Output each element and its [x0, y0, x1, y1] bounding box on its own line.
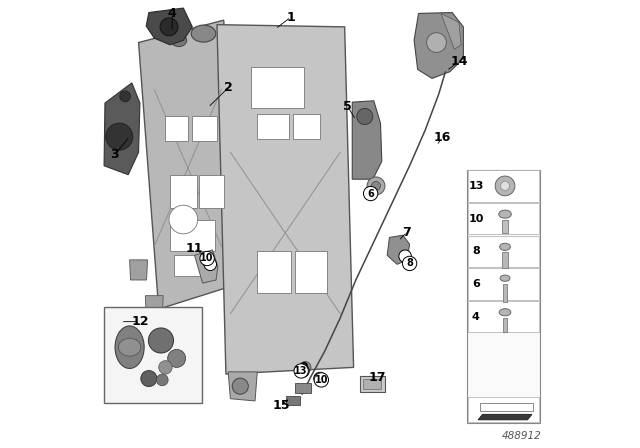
Bar	[467, 170, 540, 423]
Ellipse shape	[115, 326, 144, 368]
Bar	[502, 220, 508, 233]
Text: 8: 8	[472, 246, 480, 256]
Circle shape	[168, 349, 186, 367]
Text: 6: 6	[472, 279, 480, 289]
Bar	[468, 301, 539, 332]
Text: 10: 10	[315, 375, 328, 385]
Bar	[250, 67, 305, 108]
Ellipse shape	[191, 25, 216, 42]
Bar	[170, 175, 196, 208]
Bar	[199, 175, 224, 208]
Circle shape	[399, 250, 412, 263]
Bar	[257, 114, 289, 139]
Text: 3: 3	[111, 148, 119, 161]
Text: 4: 4	[472, 312, 480, 322]
Ellipse shape	[500, 243, 510, 250]
Text: 17: 17	[369, 371, 386, 384]
Bar	[360, 376, 385, 392]
Bar	[364, 379, 381, 389]
Bar	[174, 255, 212, 276]
Circle shape	[160, 18, 178, 36]
Circle shape	[106, 123, 132, 150]
Circle shape	[141, 370, 157, 387]
Bar	[293, 114, 320, 139]
Circle shape	[314, 372, 326, 385]
Polygon shape	[217, 25, 353, 374]
Text: 12: 12	[131, 315, 148, 328]
Circle shape	[200, 251, 214, 266]
Bar	[468, 203, 539, 234]
Ellipse shape	[499, 309, 511, 316]
Polygon shape	[352, 101, 382, 179]
Bar	[287, 396, 300, 405]
Bar	[192, 116, 217, 141]
Bar	[468, 268, 539, 300]
Bar	[502, 252, 508, 268]
Circle shape	[427, 33, 446, 52]
Text: 7: 7	[403, 225, 412, 239]
Circle shape	[120, 91, 131, 102]
Circle shape	[495, 176, 515, 196]
Circle shape	[294, 364, 308, 378]
Polygon shape	[138, 20, 244, 309]
Polygon shape	[414, 13, 463, 78]
Text: 14: 14	[450, 55, 468, 69]
Circle shape	[364, 186, 378, 201]
Bar	[170, 220, 214, 251]
Circle shape	[371, 181, 380, 190]
Circle shape	[367, 177, 385, 195]
Circle shape	[156, 374, 168, 386]
Polygon shape	[104, 83, 140, 175]
Bar	[104, 307, 202, 403]
Ellipse shape	[499, 210, 511, 218]
Polygon shape	[478, 414, 532, 420]
Text: 6: 6	[367, 189, 374, 198]
Polygon shape	[129, 260, 147, 280]
Circle shape	[159, 361, 172, 374]
Bar	[503, 284, 508, 302]
Text: 11: 11	[186, 241, 204, 255]
Circle shape	[232, 378, 248, 394]
Circle shape	[204, 258, 216, 271]
Text: 10: 10	[468, 214, 484, 224]
Bar	[503, 318, 508, 332]
Polygon shape	[228, 372, 257, 401]
Ellipse shape	[118, 338, 141, 356]
Text: 15: 15	[273, 399, 290, 412]
Bar	[468, 170, 539, 202]
Text: 8: 8	[406, 258, 413, 268]
Text: 16: 16	[433, 131, 451, 145]
Circle shape	[403, 256, 417, 271]
Text: 10: 10	[200, 254, 214, 263]
Text: 1: 1	[287, 10, 295, 24]
Circle shape	[300, 362, 311, 373]
Bar	[296, 251, 327, 293]
Circle shape	[169, 205, 198, 234]
Circle shape	[148, 328, 173, 353]
Bar	[257, 251, 291, 293]
Text: 488912: 488912	[502, 431, 541, 441]
Bar	[296, 383, 311, 393]
Text: 4: 4	[168, 7, 177, 20]
Polygon shape	[145, 296, 163, 316]
Bar	[165, 116, 188, 141]
Polygon shape	[146, 8, 192, 45]
Polygon shape	[441, 13, 461, 49]
Text: 9: 9	[299, 361, 308, 374]
Circle shape	[356, 108, 373, 125]
Ellipse shape	[171, 34, 187, 47]
Circle shape	[297, 365, 309, 377]
Polygon shape	[387, 235, 410, 264]
Text: 13: 13	[468, 181, 484, 191]
Text: 13: 13	[294, 366, 308, 376]
Text: 5: 5	[344, 100, 352, 113]
Polygon shape	[195, 250, 218, 283]
Bar	[468, 236, 539, 267]
Circle shape	[314, 373, 328, 387]
Text: 2: 2	[224, 81, 233, 94]
Bar	[468, 397, 539, 422]
Ellipse shape	[500, 275, 510, 281]
Circle shape	[500, 181, 509, 190]
